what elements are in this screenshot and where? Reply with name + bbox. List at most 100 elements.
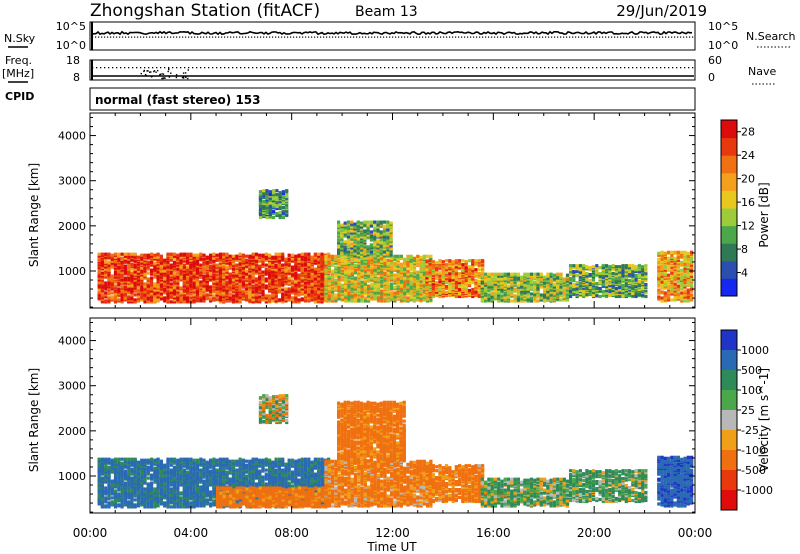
- nsearch-dot: [137, 36, 139, 38]
- power-echo-cell: [189, 274, 193, 278]
- power-echo-cell: [163, 296, 167, 300]
- power-echo-cell: [383, 276, 387, 280]
- power-echo-cell: [136, 255, 141, 259]
- power-echo-cell: [222, 286, 226, 290]
- nave-dot: [244, 67, 246, 69]
- power-echo-cell: [429, 298, 433, 302]
- power-echo-cell: [484, 272, 488, 276]
- power-echo-cell: [265, 215, 269, 220]
- power-echo-cell: [334, 254, 338, 258]
- power-echo-cell: [357, 281, 361, 285]
- power-echo-cell: [373, 232, 377, 236]
- power-echo-cell: [386, 292, 390, 296]
- power-echo-cell: [428, 291, 432, 296]
- power-echo-cell: [290, 279, 295, 283]
- power-echo-cell: [448, 279, 452, 283]
- power-echo-cell: [376, 298, 381, 302]
- power-echo-cell: [438, 287, 442, 292]
- nave-dot: [284, 67, 286, 69]
- power-echo-cell: [172, 280, 177, 284]
- power-echo-cell: [245, 269, 249, 273]
- power-echo-cell: [422, 294, 426, 298]
- power-echo-cell: [172, 285, 177, 289]
- nsearch-dot: [284, 36, 286, 38]
- power-echo-cell: [360, 240, 364, 244]
- power-echo-cell: [218, 300, 222, 304]
- power-echo-cell: [503, 299, 507, 303]
- power-echo-cell: [376, 278, 381, 282]
- nsearch-dot: [254, 36, 256, 38]
- power-echo-cell: [337, 231, 341, 235]
- nsky-line: [91, 30, 693, 36]
- power-echo-cell: [297, 268, 301, 272]
- power-echo-cell: [406, 289, 410, 293]
- power-echo-cell: [179, 275, 183, 279]
- power-echo-cell: [156, 276, 160, 280]
- power-echo-cell: [294, 274, 298, 278]
- power-echo-cell: [150, 252, 154, 256]
- power-echo-cell: [143, 284, 147, 288]
- power-echo-cell: [304, 257, 308, 261]
- power-echo-cell: [195, 278, 200, 282]
- power-echo-cell: [380, 256, 384, 260]
- power-echo-cell: [464, 260, 468, 264]
- nsearch-dot: [653, 36, 655, 38]
- power-echo-cell: [218, 279, 222, 283]
- nave-dot: [516, 67, 518, 69]
- power-echo-cell: [406, 260, 410, 264]
- power-echo-cell: [380, 294, 384, 298]
- power-echo-cell: [431, 292, 435, 297]
- power-echo-cell: [422, 260, 426, 264]
- power-echo-cell: [268, 280, 272, 284]
- power-echo-cell: [376, 220, 380, 224]
- power-echo-cell: [156, 293, 160, 297]
- power-echo-cell: [294, 263, 298, 267]
- power-echo-cell: [526, 272, 530, 276]
- power-echo-cell: [493, 280, 497, 284]
- power-echo-cell: [366, 223, 370, 227]
- power-echo-cell: [347, 269, 351, 273]
- power-echo-cell: [431, 271, 435, 275]
- power-echo-cell: [340, 297, 344, 301]
- power-echo-cell: [284, 268, 288, 272]
- power-echo-cell: [123, 290, 127, 294]
- power-echo-cell: [370, 282, 374, 286]
- nave-dot: [524, 67, 526, 69]
- nsearch-dot: [230, 36, 232, 38]
- nsearch-dot: [191, 36, 193, 38]
- power-echo-cell: [117, 268, 121, 272]
- power-echo-cell: [117, 258, 121, 262]
- power-echo-cell: [399, 293, 403, 297]
- power-echo-cell: [324, 291, 328, 295]
- nave-scatter-dot: [167, 70, 169, 73]
- power-echo-cell: [412, 278, 417, 282]
- power-echo-cell: [186, 267, 190, 271]
- power-echo-cell: [474, 268, 478, 272]
- power-echo-cell: [487, 277, 491, 281]
- power-echo-cell: [406, 291, 410, 295]
- power-echo-cell: [357, 261, 361, 265]
- nsearch-dot: [455, 36, 457, 38]
- power-echo-cell: [222, 275, 226, 279]
- power-echo-cell: [248, 254, 252, 258]
- power-echo-cell: [382, 249, 387, 253]
- power-echo-cell: [347, 262, 351, 266]
- power-echo-cell: [143, 282, 147, 286]
- power-echo-cell: [373, 283, 377, 287]
- power-echo-cell: [471, 287, 475, 292]
- power-echo-cell: [529, 299, 534, 303]
- power-echo-cell: [317, 287, 321, 291]
- power-echo-cell: [123, 256, 127, 260]
- power-echo-cell: [382, 220, 387, 224]
- power-echo-cell: [117, 265, 121, 269]
- power-echo-cell: [390, 278, 394, 282]
- power-echo-cell: [123, 276, 127, 280]
- power-echo-cell: [425, 262, 429, 266]
- nave-dot: [228, 67, 230, 69]
- power-echo-cell: [172, 292, 177, 296]
- power-echo-cell: [251, 258, 255, 262]
- power-echo-cell: [386, 248, 390, 252]
- power-echo-cell: [353, 298, 358, 302]
- power-echo-cell: [130, 296, 134, 300]
- power-echo-cell: [380, 264, 384, 268]
